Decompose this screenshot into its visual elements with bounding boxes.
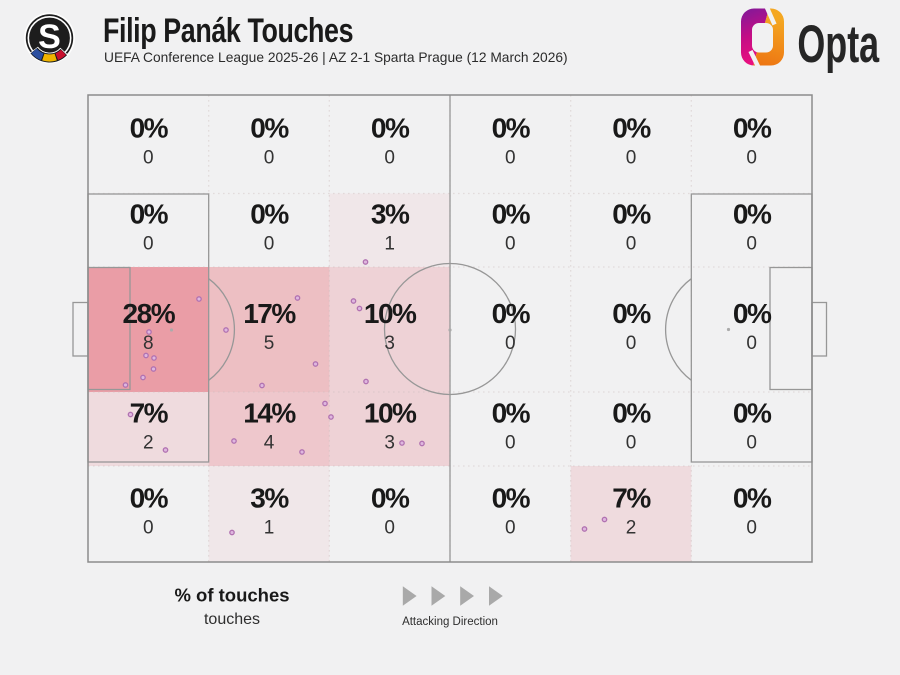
svg-text:0: 0 (626, 333, 637, 354)
svg-text:0%: 0% (733, 298, 772, 329)
svg-text:1: 1 (264, 518, 275, 539)
svg-text:0%: 0% (250, 113, 289, 144)
svg-text:0: 0 (264, 234, 275, 255)
svg-text:0: 0 (143, 518, 154, 539)
svg-text:3%: 3% (371, 199, 410, 230)
svg-text:5: 5 (264, 333, 275, 354)
svg-text:0: 0 (505, 148, 516, 169)
svg-text:7%: 7% (612, 482, 651, 513)
svg-text:0: 0 (505, 433, 516, 454)
svg-text:10%: 10% (364, 397, 417, 428)
svg-text:0%: 0% (130, 199, 169, 230)
svg-text:0: 0 (746, 234, 757, 255)
svg-text:0%: 0% (492, 482, 531, 513)
svg-text:0: 0 (626, 234, 637, 255)
svg-text:2: 2 (626, 518, 637, 539)
svg-text:0%: 0% (130, 482, 169, 513)
svg-text:0%: 0% (130, 113, 169, 144)
svg-text:0%: 0% (733, 113, 772, 144)
svg-text:0%: 0% (250, 199, 289, 230)
svg-text:0: 0 (626, 148, 637, 169)
svg-text:8: 8 (143, 333, 154, 354)
svg-text:0: 0 (746, 333, 757, 354)
svg-text:0: 0 (505, 234, 516, 255)
svg-text:0%: 0% (492, 113, 531, 144)
svg-text:7%: 7% (130, 397, 169, 428)
svg-text:28%: 28% (123, 298, 176, 329)
svg-text:0: 0 (384, 518, 395, 539)
svg-text:0%: 0% (371, 113, 410, 144)
svg-text:0: 0 (384, 148, 395, 169)
svg-text:0%: 0% (612, 397, 651, 428)
svg-text:3%: 3% (250, 482, 289, 513)
svg-text:0: 0 (143, 234, 154, 255)
svg-text:0: 0 (264, 148, 275, 169)
svg-text:0%: 0% (371, 482, 410, 513)
svg-text:Filip Panák Touches: Filip Panák Touches (103, 12, 353, 50)
svg-text:0: 0 (746, 518, 757, 539)
svg-text:S: S (38, 18, 61, 56)
svg-text:UEFA Conference League 2025-26: UEFA Conference League 2025-26 | AZ 2-1 … (104, 49, 568, 65)
svg-text:0%: 0% (492, 199, 531, 230)
svg-text:% of touches: % of touches (174, 585, 289, 606)
svg-text:0%: 0% (733, 397, 772, 428)
svg-text:0: 0 (143, 148, 154, 169)
svg-text:0%: 0% (492, 397, 531, 428)
svg-text:0: 0 (505, 333, 516, 354)
svg-text:0: 0 (746, 148, 757, 169)
svg-text:Attacking Direction: Attacking Direction (402, 616, 498, 628)
svg-text:10%: 10% (364, 298, 417, 329)
svg-text:0%: 0% (733, 199, 772, 230)
svg-text:3: 3 (384, 333, 395, 354)
svg-text:0: 0 (505, 518, 516, 539)
svg-text:0%: 0% (612, 113, 651, 144)
svg-text:0: 0 (746, 433, 757, 454)
svg-text:0: 0 (626, 433, 637, 454)
svg-text:0%: 0% (612, 298, 651, 329)
svg-text:3: 3 (384, 433, 395, 454)
svg-text:0%: 0% (733, 482, 772, 513)
svg-text:touches: touches (204, 611, 260, 628)
svg-text:1: 1 (384, 234, 395, 255)
svg-text:0%: 0% (612, 199, 651, 230)
svg-text:2: 2 (143, 433, 154, 454)
svg-text:14%: 14% (243, 397, 296, 428)
svg-text:Opta: Opta (797, 14, 879, 74)
svg-text:17%: 17% (243, 298, 296, 329)
svg-text:0%: 0% (492, 298, 531, 329)
svg-text:4: 4 (264, 433, 275, 454)
